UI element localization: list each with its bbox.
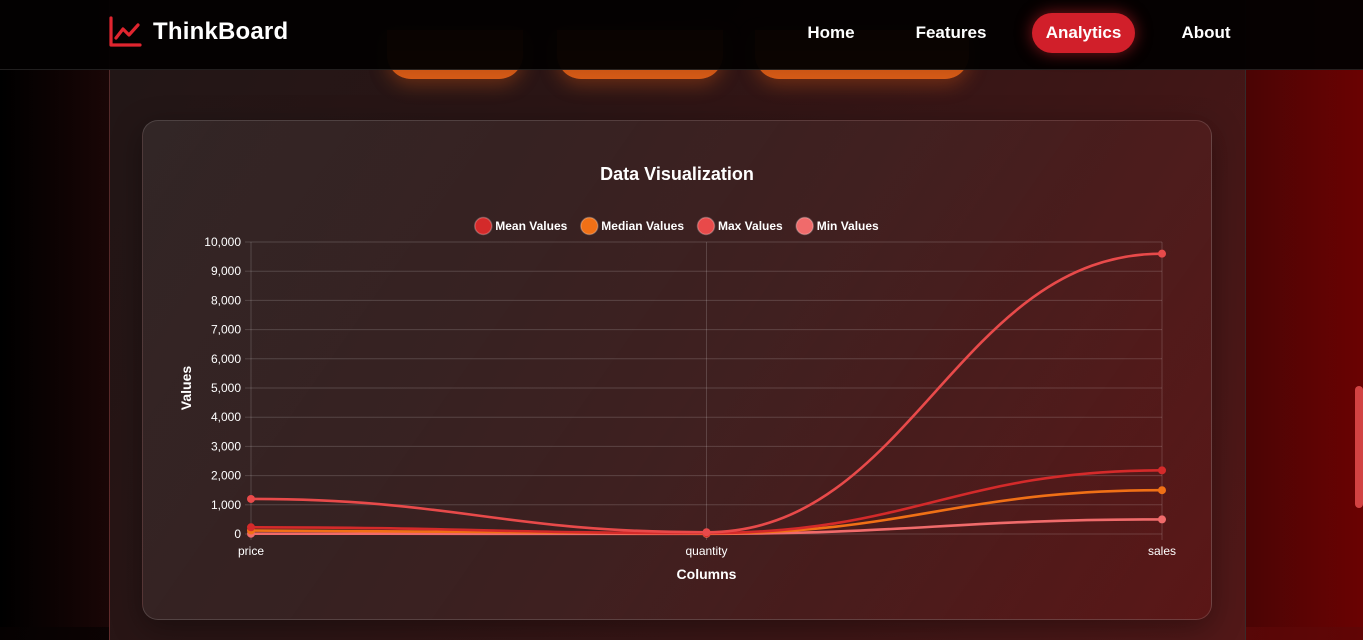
y-tick-label: 3,000 (211, 439, 241, 453)
chart-card: Data Visualization 0 1,000 2,000 3,000 4,000 5… (142, 120, 1212, 620)
legend-label[interactable]: Max Values (718, 219, 783, 233)
data-point[interactable] (1158, 486, 1166, 494)
nav-analytics[interactable]: Analytics (1032, 13, 1135, 53)
y-tick-label: 0 (234, 527, 241, 541)
y-tick-label: 10,000 (204, 235, 241, 249)
y-tick-label: 1,000 (211, 498, 241, 512)
brand-logo[interactable]: ThinkBoard (108, 16, 288, 48)
data-point[interactable] (1158, 250, 1166, 258)
x-tick-label: sales (1148, 544, 1176, 558)
x-tick-label: quantity (685, 544, 727, 558)
legend-label[interactable]: Median Values (601, 219, 684, 233)
y-tick-label: 6,000 (211, 352, 241, 366)
chart: Data Visualization 0 1,000 2,000 3,000 4,000 5… (143, 121, 1211, 619)
page-background-right (1245, 0, 1363, 627)
legend-swatch[interactable] (475, 218, 492, 235)
nav-home[interactable]: Home (791, 13, 871, 53)
x-tick-label: price (238, 544, 264, 558)
y-tick-label: 2,000 (211, 469, 241, 483)
scrollbar-thumb[interactable] (1355, 386, 1363, 508)
y-tick-label: 5,000 (211, 381, 241, 395)
legend-swatch[interactable] (581, 218, 598, 235)
y-tick-label: 9,000 (211, 264, 241, 278)
nav-about[interactable]: About (1166, 13, 1246, 53)
y-axis-title: Values (178, 366, 194, 411)
legend-label[interactable]: Mean Values (495, 219, 567, 233)
legend-swatch[interactable] (698, 218, 715, 235)
y-tick-label: 4,000 (211, 410, 241, 424)
data-point[interactable] (247, 523, 255, 531)
legend-label[interactable]: Min Values (817, 219, 879, 233)
y-tick-label: 7,000 (211, 323, 241, 337)
data-point[interactable] (1158, 515, 1166, 523)
chart-title: Data Visualization (600, 164, 754, 184)
y-tick-label: 8,000 (211, 293, 241, 307)
data-point[interactable] (703, 528, 711, 536)
navbar: ThinkBoard Home Features Analytics About (0, 0, 1363, 70)
legend-swatch[interactable] (796, 218, 813, 235)
chart-line-icon (108, 16, 142, 48)
x-axis-title: Columns (677, 566, 737, 582)
data-point[interactable] (1158, 466, 1166, 474)
nav-features[interactable]: Features (902, 13, 1000, 53)
brand-name: ThinkBoard (153, 18, 288, 46)
data-point[interactable] (247, 495, 255, 503)
page-background-left (0, 0, 110, 627)
